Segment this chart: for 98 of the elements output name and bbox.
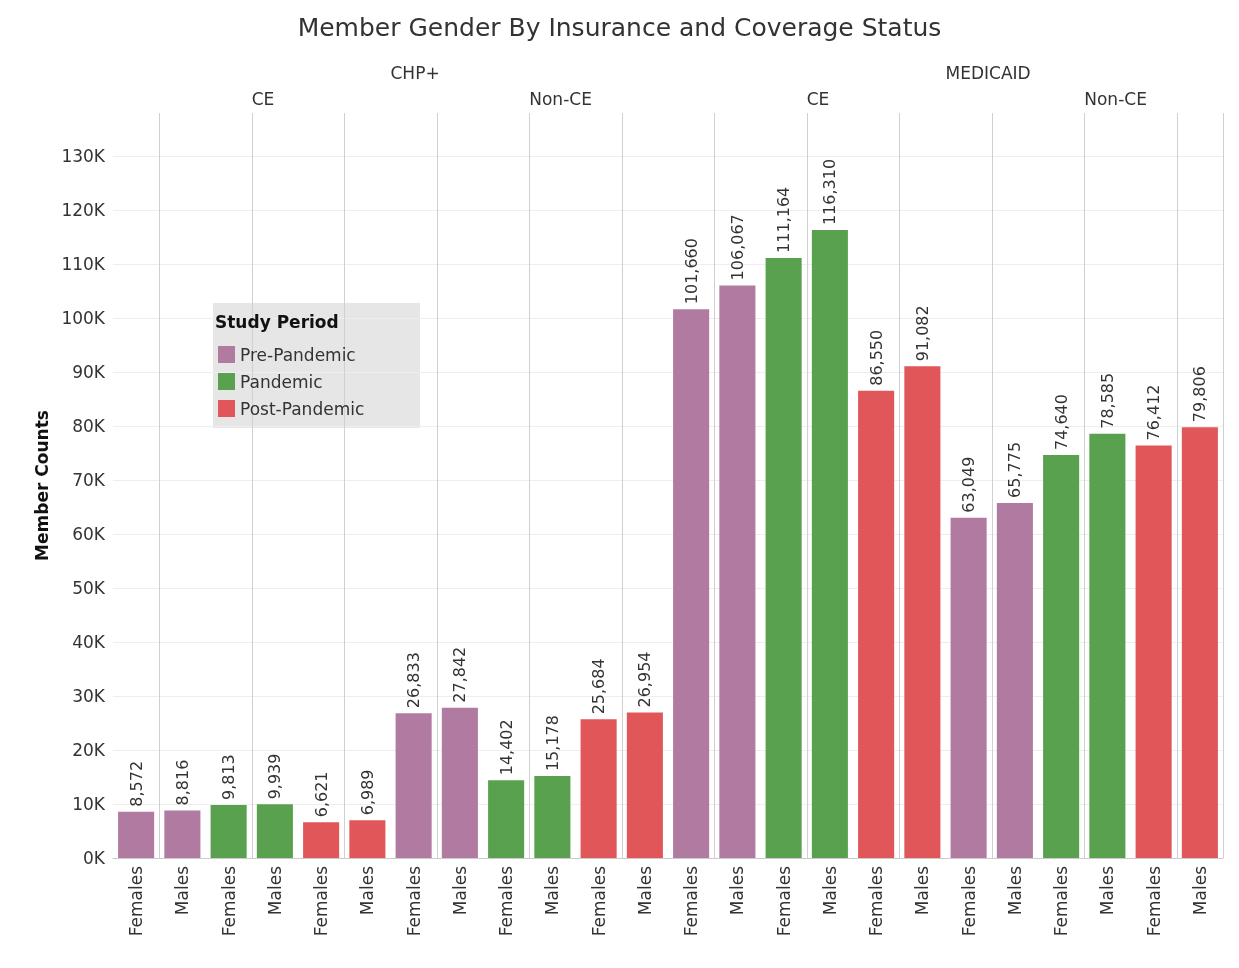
- bar: [118, 811, 155, 858]
- legend-title: Study Period: [215, 311, 339, 332]
- bar: [858, 390, 895, 858]
- bar: [349, 820, 386, 858]
- x-tick-label: Females: [496, 865, 517, 937]
- text: Non-CE: [1084, 88, 1147, 109]
- x-tick-label: Males: [449, 865, 470, 916]
- data-label: 8,816: [172, 759, 192, 806]
- text: CHP+: [390, 62, 440, 83]
- y-tick-label: 60K: [72, 524, 106, 545]
- x-tick-label: Males: [264, 865, 285, 916]
- data-label: 14,402: [496, 719, 516, 776]
- bar: [1043, 455, 1080, 858]
- x-tick-label: Females: [403, 865, 424, 937]
- x-tick-label: Females: [866, 865, 887, 937]
- y-tick-label: 70K: [72, 470, 106, 491]
- x-tick-label: Females: [218, 865, 239, 937]
- data-label: 116,310: [820, 158, 840, 226]
- data-label: 101,660: [681, 238, 701, 305]
- bar: [904, 366, 941, 858]
- text: MEDICAID: [945, 62, 1031, 83]
- x-tick-label: Females: [311, 865, 332, 937]
- text: CE: [806, 88, 830, 109]
- x-tick-label: Females: [958, 865, 979, 937]
- y-tick-label: 80K: [72, 416, 106, 437]
- x-tick-label: Males: [1004, 865, 1025, 916]
- y-tick-label: 100K: [61, 308, 106, 329]
- bar: [811, 230, 848, 858]
- x-tick-label: Females: [681, 865, 702, 937]
- text: CE: [251, 88, 275, 109]
- data-label: 63,049: [959, 456, 979, 513]
- data-label: 8,572: [126, 760, 146, 807]
- x-tick-label: Males: [1189, 865, 1210, 916]
- bar: [580, 719, 617, 858]
- data-label: 74,640: [1051, 394, 1071, 451]
- bar: [1135, 445, 1172, 858]
- data-label: 25,684: [589, 658, 609, 715]
- data-label: 26,833: [404, 652, 424, 709]
- bar: [395, 713, 432, 858]
- bar: [673, 309, 710, 858]
- data-label: 15,178: [542, 715, 562, 772]
- data-label: 79,806: [1190, 366, 1210, 423]
- bar: [1181, 427, 1218, 858]
- x-tick-label: Males: [542, 865, 563, 916]
- legend-label: Pre-Pandemic: [240, 344, 356, 365]
- text: Non-CE: [529, 88, 592, 109]
- y-tick-label: 90K: [72, 362, 106, 383]
- data-label: 106,067: [727, 214, 747, 281]
- data-label: 91,082: [912, 305, 932, 362]
- y-axis-title: Member Counts: [32, 410, 52, 561]
- y-tick-label: 10K: [72, 794, 106, 815]
- x-tick-label: Males: [634, 865, 655, 916]
- bar: [719, 285, 756, 858]
- x-tick-label: Males: [727, 865, 748, 916]
- data-label: 111,164: [774, 186, 794, 253]
- chart-title: Member Gender By Insurance and Coverage Status: [297, 13, 942, 42]
- y-tick-label: 120K: [61, 200, 106, 221]
- bar: [996, 502, 1033, 858]
- y-tick-label: 0K: [83, 848, 106, 868]
- x-tick-label: Females: [126, 865, 147, 937]
- y-tick-label: 110K: [61, 254, 106, 275]
- bar: [950, 517, 987, 858]
- bar: [256, 804, 293, 858]
- x-tick-label: Females: [773, 865, 794, 937]
- y-tick-label: 30K: [72, 686, 106, 707]
- x-tick-label: Males: [912, 865, 933, 916]
- x-tick-label: Males: [1097, 865, 1118, 916]
- bar: [441, 707, 478, 858]
- y-tick-label: 50K: [72, 578, 106, 599]
- data-label: 6,989: [357, 769, 377, 816]
- x-tick-label: Males: [357, 865, 378, 916]
- data-label: 86,550: [866, 329, 886, 386]
- y-tick-label: 130K: [61, 146, 106, 167]
- y-tick-label: 40K: [72, 632, 106, 653]
- bar: [303, 822, 340, 858]
- data-label: 78,585: [1097, 372, 1117, 429]
- data-label: 76,412: [1144, 384, 1164, 441]
- data-label: 27,842: [450, 646, 470, 703]
- x-tick-label: Females: [1143, 865, 1164, 937]
- bar: [1089, 433, 1126, 858]
- data-label: 6,621: [311, 771, 331, 818]
- y-tick-label: 20K: [72, 740, 106, 761]
- legend-label: Post-Pandemic: [240, 398, 365, 419]
- bar: [765, 257, 802, 858]
- x-tick-label: Females: [588, 865, 609, 937]
- bar: [164, 810, 201, 858]
- x-tick-label: Females: [1051, 865, 1072, 937]
- data-label: 26,954: [635, 651, 655, 708]
- legend-label: Pandemic: [240, 371, 323, 392]
- data-label: 65,775: [1005, 441, 1025, 498]
- data-label: 9,939: [265, 753, 285, 800]
- bar: [210, 805, 247, 858]
- x-tick-label: Males: [819, 865, 840, 916]
- bar: [534, 776, 571, 858]
- data-label: 9,813: [219, 754, 239, 801]
- bar: [626, 712, 663, 858]
- x-tick-label: Males: [172, 865, 193, 916]
- bar: [488, 780, 525, 858]
